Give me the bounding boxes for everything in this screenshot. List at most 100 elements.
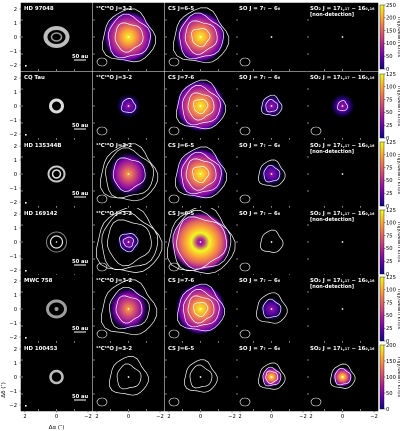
contour-line bbox=[101, 279, 158, 336]
non-detection-label: [non-detection] bbox=[310, 12, 354, 18]
panel: CS J=6-5 bbox=[164, 207, 237, 277]
contour-line bbox=[101, 211, 159, 271]
y-tick-label: −1 bbox=[9, 118, 17, 124]
colorbar: 0 25 50 75 100 125 mJy/beam km/s bbox=[379, 72, 400, 142]
star-marker bbox=[270, 105, 273, 107]
star-marker bbox=[341, 308, 344, 310]
y-tick-label: 0 bbox=[14, 35, 17, 41]
colorbar-gradient bbox=[379, 276, 385, 342]
panel-line-label: SO J = 7₇ − 6₆ bbox=[239, 75, 281, 81]
star-marker bbox=[127, 105, 130, 107]
panel: CS J=7-6 bbox=[164, 71, 237, 141]
panel: CS J=6-5 bbox=[164, 139, 237, 209]
panel-line-label: ¹³C¹⁸O J=3-2 bbox=[96, 345, 132, 352]
colorbar-tick-label: 75 bbox=[386, 97, 393, 103]
axes-group: 210−1−2210−1−2210−1−2210−1−2210−1−2210−1… bbox=[1, 7, 378, 431]
panel: ¹³C¹⁸O J=3-2 bbox=[92, 139, 165, 209]
y-tick-label: −1 bbox=[9, 321, 17, 327]
star-marker bbox=[341, 36, 344, 38]
y-tick-label: −1 bbox=[9, 254, 17, 260]
star-marker bbox=[199, 173, 202, 175]
panel-row: 50 au HD 97048 ¹³C¹⁸O J=3-2 CS J=6-5 SO J = … bbox=[20, 2, 379, 72]
y-tick-label: 0 bbox=[14, 172, 17, 178]
panel-line-label: SO₂ J = 17₁,₁₇ − 16₀,₁₆ bbox=[310, 75, 375, 81]
star-marker bbox=[270, 36, 273, 38]
panel-row: 50 au MWC 758 ¹³C¹⁸O J=3-2 CS J=7-6 SO J = 7… bbox=[20, 274, 379, 344]
contour-line bbox=[115, 295, 143, 324]
beam-ellipse bbox=[239, 262, 251, 272]
scale-bar-label: 50 au bbox=[72, 191, 89, 197]
panel: ¹³C¹⁸O J=3-2 bbox=[92, 274, 165, 344]
panel-source-label: HD 97048 bbox=[24, 6, 54, 12]
star-marker bbox=[127, 173, 130, 175]
colorbar-tick-label: 100 bbox=[386, 375, 396, 381]
star-marker bbox=[270, 308, 273, 310]
colorbar-tick-label: 0 bbox=[386, 339, 389, 345]
colorbar-tick-label: 200 bbox=[386, 16, 396, 22]
panel: 50 au CQ Tau bbox=[20, 71, 93, 141]
x-tick-label: 2 bbox=[238, 414, 241, 420]
colorbar-tick-label: 50 bbox=[386, 54, 393, 60]
panel: SO₂ J = 17₁,₁₇ − 16₀,₁₆ bbox=[306, 71, 379, 141]
panel-source-label: HD 100453 bbox=[24, 346, 58, 352]
contour-line bbox=[109, 356, 149, 396]
star-marker bbox=[341, 105, 344, 107]
star-marker bbox=[199, 36, 202, 38]
colorbar-tick-label: 50 bbox=[386, 178, 393, 184]
x-tick-label: 2 bbox=[23, 414, 26, 420]
panel-row: 50 au HD 100453 ¹³C¹⁸O J=3-2 CS J=6-5 SO J =… bbox=[20, 342, 379, 412]
non-detection-label: [non-detection] bbox=[310, 149, 354, 155]
contour-line bbox=[262, 298, 282, 319]
contour-line bbox=[119, 233, 139, 253]
panel-line-label: ¹³C¹⁸O J=3-2 bbox=[96, 142, 132, 149]
y-axis-title: Δδ (″) bbox=[1, 382, 7, 397]
panel-background bbox=[20, 342, 93, 412]
x-tick-label: −2 bbox=[370, 414, 378, 420]
y-tick-label: 2 bbox=[14, 347, 17, 353]
panel: 50 au MWC 758 bbox=[20, 274, 93, 344]
x-tick-label: 2 bbox=[95, 414, 98, 420]
beam-ellipse bbox=[96, 262, 108, 272]
y-tick-label: 1 bbox=[14, 293, 17, 299]
colorbar-tick-label: 25 bbox=[386, 326, 393, 332]
contour-line bbox=[102, 8, 157, 63]
beam-marker bbox=[25, 270, 27, 272]
contour-line bbox=[172, 210, 232, 272]
colorbar-tick-label: 50 bbox=[386, 246, 393, 252]
beam-ellipse bbox=[96, 194, 108, 204]
y-tick-label: −2 bbox=[9, 63, 17, 69]
colorbar: 0 25 50 75 100 125 mJy/beam km/s bbox=[379, 275, 400, 345]
continuum-ring bbox=[49, 98, 64, 114]
beam-marker bbox=[25, 202, 27, 204]
colorbar-tick-label: 250 bbox=[386, 3, 396, 9]
contour-line bbox=[189, 364, 213, 389]
colorbar: 0 25 50 75 100 125 mJy/beam km/s bbox=[379, 140, 400, 210]
star-marker bbox=[199, 241, 202, 243]
non-detection-label: [non-detection] bbox=[310, 217, 354, 223]
panel-line-label: CS J=7-6 bbox=[168, 278, 194, 284]
beam-ellipse bbox=[239, 397, 251, 407]
y-tick-label: −1 bbox=[9, 49, 17, 55]
beam-ellipse bbox=[239, 126, 251, 136]
panel-line-label: CS J=7-6 bbox=[168, 75, 194, 81]
y-tick-label: 1 bbox=[14, 158, 17, 164]
x-tick-label: −2 bbox=[299, 414, 307, 420]
y-tick-label: 2 bbox=[14, 279, 17, 285]
panel: SO J = 7₇ − 6₆ bbox=[235, 71, 308, 141]
beam-ellipse bbox=[96, 57, 108, 67]
colorbar-tick-label: 25 bbox=[386, 123, 393, 129]
colorbar-tick-label: 200 bbox=[386, 343, 396, 349]
contour-line bbox=[262, 366, 282, 387]
colorbar: 0 50 100 150 200 mJy/beam km/s bbox=[379, 343, 400, 413]
contour-line bbox=[187, 92, 215, 121]
panel-row: 50 au CQ Tau ¹³C¹⁸O J=3-2 CS J=7-6 SO J = 7₇… bbox=[20, 71, 379, 141]
colorbar-gradient bbox=[379, 4, 385, 70]
contour-line bbox=[187, 295, 215, 324]
star-marker bbox=[270, 173, 273, 175]
contour-line bbox=[122, 236, 134, 248]
colorbar-tick-label: 0 bbox=[386, 407, 389, 413]
beam-ellipse bbox=[310, 397, 322, 407]
beam-marker bbox=[25, 405, 27, 407]
star-marker bbox=[127, 376, 130, 378]
